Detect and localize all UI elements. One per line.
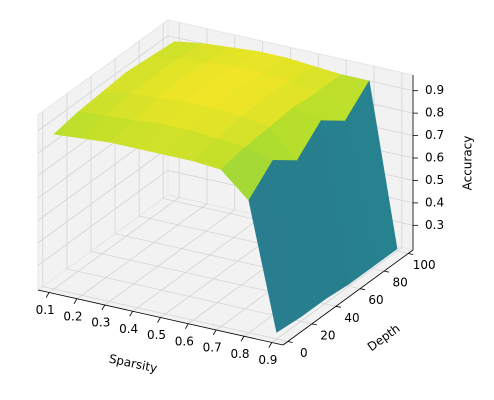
x-tick-label: 0.9 [258,353,277,367]
x-tick-label: 0.4 [119,322,138,336]
x-axis-label: Sparsity [108,352,159,376]
tick-mark [45,292,50,298]
grid-line [66,268,312,325]
tick-mark [101,304,106,311]
tick-mark [129,311,134,317]
grid-line [76,203,208,300]
surface-patch [248,159,302,333]
tick-mark [311,323,317,326]
grid-line [37,169,169,266]
x-tick-label: 0.3 [91,316,110,330]
tick-mark [268,342,273,348]
z-tick-label: 0.9 [425,83,444,97]
y-tick-label: 0 [300,346,308,360]
x-tick-label: 0.1 [36,303,55,317]
tick-mark [408,253,414,255]
grid-line [132,215,263,312]
z-tick-label: 0.8 [425,106,444,120]
tick-mark [240,336,245,342]
y-tick-label: 80 [392,276,407,290]
z-tick-label: 0.6 [425,151,444,165]
tick-mark [73,298,78,304]
x-tick-label: 0.2 [63,309,82,323]
z-axis-label: Accuracy [461,136,475,191]
tick-mark [212,329,217,336]
z-tick-label: 0.7 [425,128,444,142]
y-tick-label: 40 [344,311,359,325]
tick-mark [157,317,161,323]
grid-line [42,286,288,342]
y-axis-label: Depth [365,321,403,354]
z-tick-label: 0.4 [425,195,444,209]
grid-line [37,35,169,132]
y-tick-label: 20 [320,328,335,342]
y-tick-label: 60 [368,293,383,307]
tick-mark [335,305,342,308]
grid-line [104,209,236,306]
z-tick-label: 0.3 [425,218,444,232]
tick-mark [384,270,390,273]
x-axis-line [37,289,284,346]
grid-line [271,247,403,343]
y-tick-label: 100 [413,258,436,272]
x-tick-label: 0.6 [175,334,194,348]
x-tick-label: 0.8 [230,347,249,361]
z-tick-label: 0.5 [425,173,444,187]
x-tick-label: 0.5 [147,328,166,342]
grid-line [48,197,180,293]
tick-mark [287,341,293,343]
tick-mark [359,288,366,291]
tick-mark [184,323,189,329]
y-axis-line [282,249,414,346]
x-tick-label: 0.7 [203,341,222,355]
grid-line [37,147,169,244]
